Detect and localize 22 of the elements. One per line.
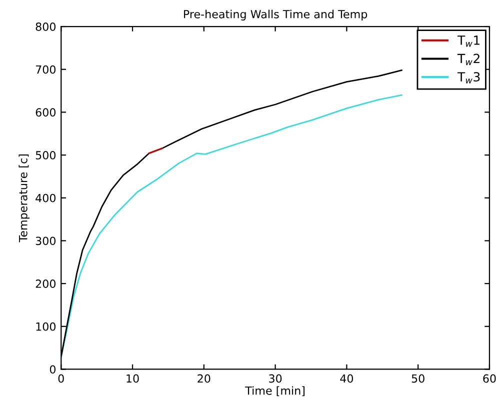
- y-tick-label: 300: [36, 236, 56, 246]
- legend-label: T$_{w}$2: [457, 54, 480, 66]
- y-axis-title: Temperature [c]: [18, 154, 30, 242]
- x-tick-label: 40: [340, 374, 354, 383]
- legend-label: T$_{w}$3: [457, 72, 480, 84]
- x-axis-title: Time [min]: [245, 386, 305, 396]
- chart-title: Pre-heating Walls Time and Temp: [184, 10, 368, 20]
- x-tick-label: 0: [58, 374, 64, 383]
- y-tick-label: 800: [36, 22, 56, 31]
- x-tick-label: 30: [269, 374, 282, 383]
- y-tick-label: 600: [36, 108, 56, 117]
- y-tick-label: 500: [36, 151, 56, 160]
- x-tick-label: 60: [483, 374, 496, 383]
- y-tick-label: 200: [36, 280, 56, 288]
- x-tick-label: 20: [198, 374, 210, 383]
- y-tick-label: 700: [36, 65, 56, 74]
- y-tick-label: 400: [36, 194, 56, 202]
- y-tick-label: 0: [50, 365, 56, 374]
- y-tick-label: 100: [36, 322, 56, 331]
- x-tick-label: 50: [412, 374, 424, 383]
- legend-label: T$_{w}$1: [457, 36, 480, 47]
- x-tick-label: 10: [126, 374, 139, 383]
